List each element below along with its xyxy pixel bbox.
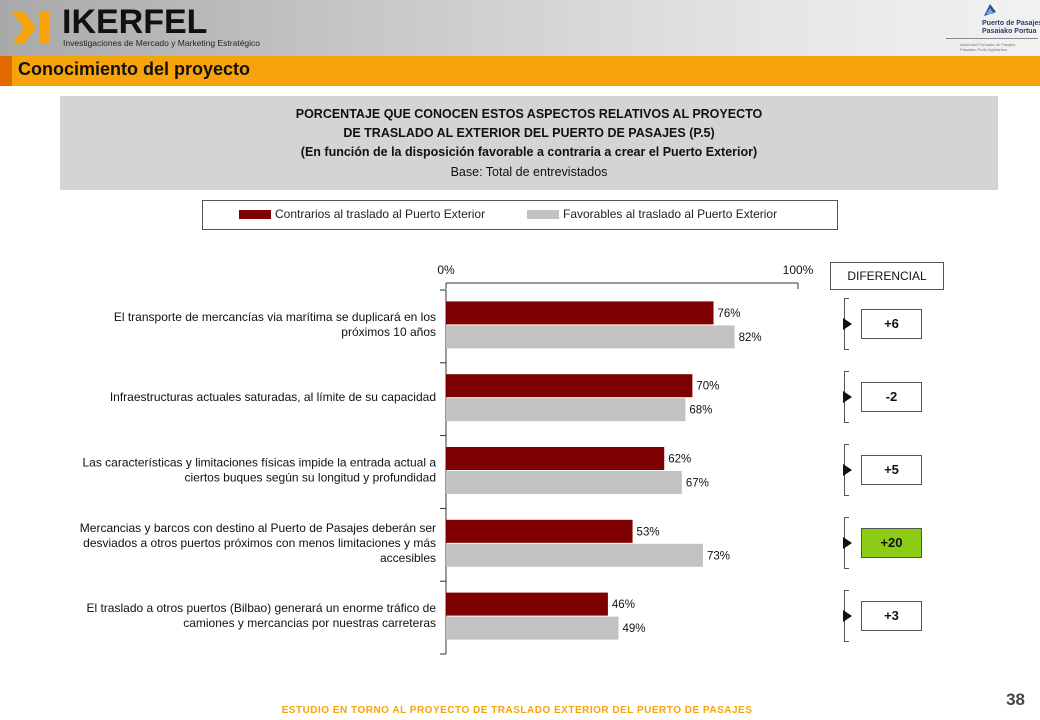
page-number: 38 [1006,690,1025,709]
legend-label-contrarios: Contrarios al traslado al Puerto Exterio… [275,207,486,221]
diferencial-value: +6 [861,309,922,340]
bar-contrarios [446,447,665,470]
brand-subtitle: Investigaciones de Mercado y Marketing E… [63,38,261,48]
bar-contrarios [446,519,633,543]
chart-title-line-1: PORCENTAJE QUE CONOCEN ESTOS ASPECTOS RE… [295,107,763,121]
diferencial-value: +5 [861,455,922,485]
data-label-contrarios: 46% [612,599,635,611]
port-logo: Puerto de Pasajes Pasaiako Portua Autori… [946,0,1040,56]
diferencial-value: -2 [861,382,922,413]
diferencial-arrow-icon [843,536,852,549]
diferencial-value: +3 [861,600,922,631]
chart-title-line-3: (En función de la disposición favorable … [300,145,758,159]
category-label: Infraestructuras actuales saturadas, al … [110,390,436,404]
bar-favorables [446,325,735,349]
port-logo-rule [946,38,1038,39]
data-label-contrarios: 53% [637,526,660,538]
chart-title-box [60,96,998,190]
category-label: accesibles [380,551,436,565]
legend-label-favorables: Favorables al traslado al Puerto Exterio… [563,207,778,221]
diferencial-header: DIFERENCIAL [830,262,944,290]
diferencial-value: +20 [861,527,922,558]
category-label: próximos 10 años [341,325,436,339]
category-label: Las características y limitaciones físic… [83,456,437,470]
data-label-favorables: 67% [686,478,709,490]
diferencial-arrow-icon [843,609,852,622]
section-band-accent [0,56,12,86]
bar-favorables [446,543,703,567]
section-band [0,56,1040,86]
category-label: desviados a otros puertos próximos con m… [83,536,436,550]
chart-legend: Contrarios al traslado al Puerto Exterio… [202,200,838,230]
diferencial-arrow-icon [843,391,852,404]
data-label-contrarios: 62% [668,454,691,466]
category-label: ciertos buques según su longitud y profu… [184,471,436,485]
data-label-favorables: 68% [689,405,712,417]
data-label-favorables: 82% [739,332,762,344]
bar-favorables [446,471,682,494]
diferencial-arrow-icon [843,318,852,331]
port-logo-text: Puerto de Pasajes Pasaiako Portua [982,20,1040,35]
x-tick-label: 0% [437,263,455,277]
data-label-favorables: 49% [622,623,645,635]
port-mark-icon [984,4,996,16]
bar-contrarios [446,592,608,616]
bar-contrarios [446,301,714,325]
data-label-contrarios: 70% [696,381,719,393]
bar-contrarios [446,374,693,398]
footer-study-title: ESTUDIO EN TORNO AL PROYECTO DE TRASLADO… [281,705,753,716]
bar-favorables [446,398,686,422]
diferencial-arrow-icon [843,464,852,476]
x-tick-label: 100% [783,263,814,277]
ikerfel-chevron-icon [12,12,49,44]
legend-swatch-contrarios [239,210,271,219]
ikerfel-logo: IKERFEL Investigaciones de Mercado y Mar… [10,3,260,52]
section-title: Conocimiento del proyecto [18,59,251,79]
data-label-contrarios: 76% [718,308,741,320]
bar-favorables [446,616,619,640]
legend-swatch-favorables [527,210,559,219]
category-label: El transporte de mercancías via marítima… [114,310,436,324]
chart-base-text: Base: Total de entrevistados [450,165,608,179]
category-label: El traslado a otros puertos (Bilbao) gen… [86,601,436,615]
port-logo-small: Autoridad Portuaria de Pasajes Pasaiako … [960,42,1016,52]
brand-name: IKERFEL [62,3,208,41]
header-band [0,0,1040,56]
category-label: camiones y mercancias por nuestras carre… [183,616,436,630]
data-label-favorables: 73% [707,550,730,562]
category-label: Mercancias y barcos con destino al Puert… [80,521,436,535]
chart-title-line-2: DE TRASLADO AL EXTERIOR DEL PUERTO DE PA… [343,126,715,140]
